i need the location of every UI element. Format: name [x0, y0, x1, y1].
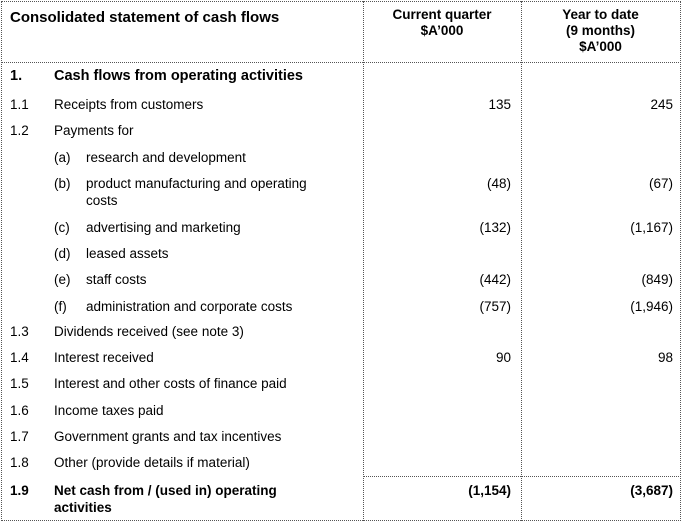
row-label-continued: costs [86, 193, 118, 208]
total-row-divider [363, 476, 681, 477]
row-label: Other (provide details if material) [54, 455, 250, 470]
sub-item-letter: (f) [54, 299, 67, 314]
header-divider [1, 62, 681, 63]
year-to-date-header-line1: Year to date [562, 7, 639, 22]
row-label: Interest and other costs of finance paid [54, 376, 287, 391]
column-divider-1 [363, 1, 364, 521]
row-label: advertising and marketing [86, 220, 241, 235]
sub-item-letter: (c) [54, 220, 70, 235]
total-year-to-date-value: (3,687) [630, 483, 673, 498]
current-quarter-value: (132) [479, 220, 511, 235]
table-border-left [1, 1, 2, 521]
row-number: 1.6 [10, 403, 29, 418]
row-number: 1.5 [10, 376, 29, 391]
row-label: Payments for [54, 123, 134, 138]
year-to-date-value: (67) [648, 176, 673, 191]
row-number: 1.2 [10, 123, 29, 138]
table-title: Consolidated statement of cash flows [10, 9, 280, 26]
year-to-date-header-line2: (9 months) [566, 23, 635, 38]
total-row-number: 1.9 [10, 483, 29, 498]
row-number: 1.3 [10, 324, 29, 339]
total-row-label-continued: activities [54, 500, 112, 515]
year-to-date-header-line3: $A’000 [579, 39, 622, 54]
row-label: leased assets [86, 246, 169, 261]
current-quarter-header-line2: $A’000 [420, 23, 464, 38]
row-number: 1.8 [10, 455, 29, 470]
row-label: Receipts from customers [54, 97, 204, 112]
year-to-date-value: (1,167) [630, 220, 673, 235]
row-label: research and development [86, 150, 246, 165]
sub-item-letter: (a) [54, 150, 71, 165]
current-quarter-value: (757) [479, 299, 511, 314]
section-heading: Cash flows from operating activities [54, 68, 303, 84]
current-quarter-header: Current quarter $A’000 [363, 7, 521, 39]
row-label: Government grants and tax incentives [54, 429, 282, 444]
year-to-date-header: Year to date (9 months) $A’000 [521, 7, 680, 55]
year-to-date-value: (1,946) [630, 299, 673, 314]
current-quarter-value: (442) [479, 272, 511, 287]
table-border-bottom [1, 520, 681, 521]
row-label: staff costs [86, 272, 147, 287]
current-quarter-value: 90 [495, 350, 511, 365]
table-border-right [680, 1, 681, 521]
year-to-date-value: 245 [650, 97, 673, 112]
sub-item-letter: (d) [54, 246, 71, 261]
year-to-date-value: (849) [641, 272, 673, 287]
year-to-date-value: 98 [657, 350, 673, 365]
row-number: 1.4 [10, 350, 29, 365]
row-label: Interest received [54, 350, 154, 365]
sub-item-letter: (e) [54, 272, 71, 287]
table-border-top [1, 1, 681, 2]
current-quarter-value: 135 [488, 97, 511, 112]
column-divider-2 [521, 1, 522, 521]
row-label: administration and corporate costs [86, 299, 293, 314]
current-quarter-header-line1: Current quarter [392, 7, 492, 22]
current-quarter-value: (48) [486, 176, 511, 191]
section-number: 1. [10, 68, 23, 84]
row-label: Income taxes paid [54, 403, 164, 418]
row-number: 1.7 [10, 429, 29, 444]
total-row-label: Net cash from / (used in) operating [54, 483, 277, 498]
sub-item-letter: (b) [54, 176, 71, 191]
row-number: 1.1 [10, 97, 29, 112]
row-label: product manufacturing and operating [86, 176, 307, 191]
total-current-quarter-value: (1,154) [468, 483, 511, 498]
row-label: Dividends received (see note 3) [54, 324, 244, 339]
